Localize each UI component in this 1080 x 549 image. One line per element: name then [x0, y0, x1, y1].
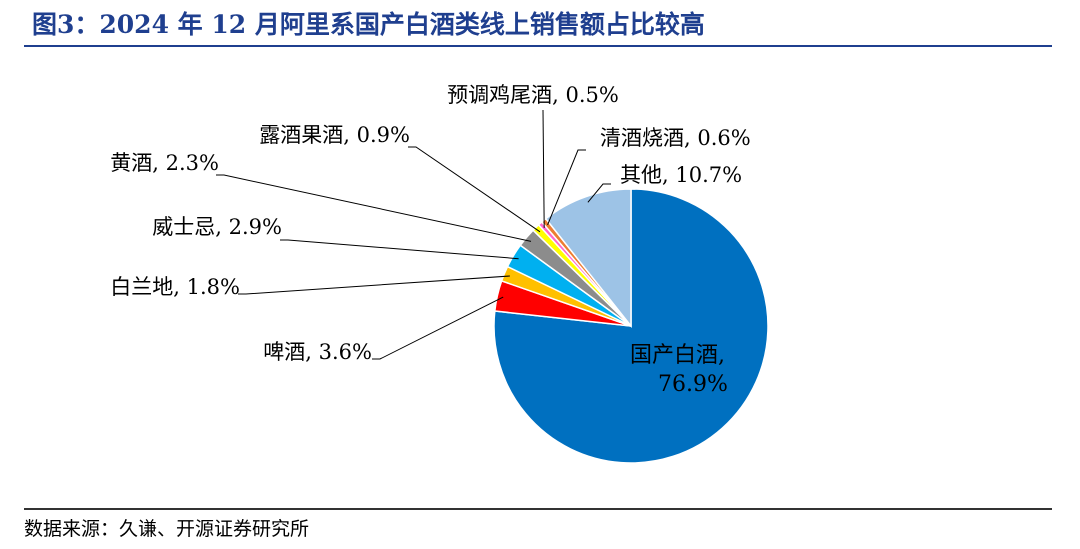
source-note: 数据来源：久谦、开源证券研究所: [24, 518, 310, 540]
pie-slice-9: [544, 188, 632, 329]
slice-label-5: 黄酒, 2.3%: [110, 151, 219, 175]
chart-title: 图3：2024 年 12 月阿里系国产白酒类线上销售额占比较高: [32, 10, 705, 39]
leader-line-5: [216, 174, 532, 242]
slice-label-2: 啤酒, 3.6%: [263, 340, 372, 364]
leader-line-9: [587, 183, 611, 203]
slice-label-1: 国产白酒,: [630, 343, 725, 368]
leader-line-6: [408, 146, 541, 233]
slice-label-9: 其他, 10.7%: [620, 163, 742, 187]
title-divider: [24, 45, 1052, 47]
source-divider: [24, 508, 1052, 510]
leader-line-3: [238, 275, 510, 295]
slice-label-6: 露酒果酒, 0.9%: [259, 123, 410, 147]
leader-line-2: [372, 296, 504, 360]
slice-label-8: 清酒烧酒, 0.6%: [600, 126, 751, 150]
slice-label-4: 威士忌, 2.9%: [152, 215, 282, 239]
leader-line-7: [542, 109, 545, 228]
leader-line-4: [280, 239, 519, 260]
slice-label-7: 预调鸡尾酒, 0.5%: [447, 83, 619, 107]
leader-line-8: [547, 149, 586, 226]
slice-label-3: 白兰地, 1.8%: [110, 275, 240, 299]
slice-value-label-1: 76.9%: [658, 372, 728, 397]
